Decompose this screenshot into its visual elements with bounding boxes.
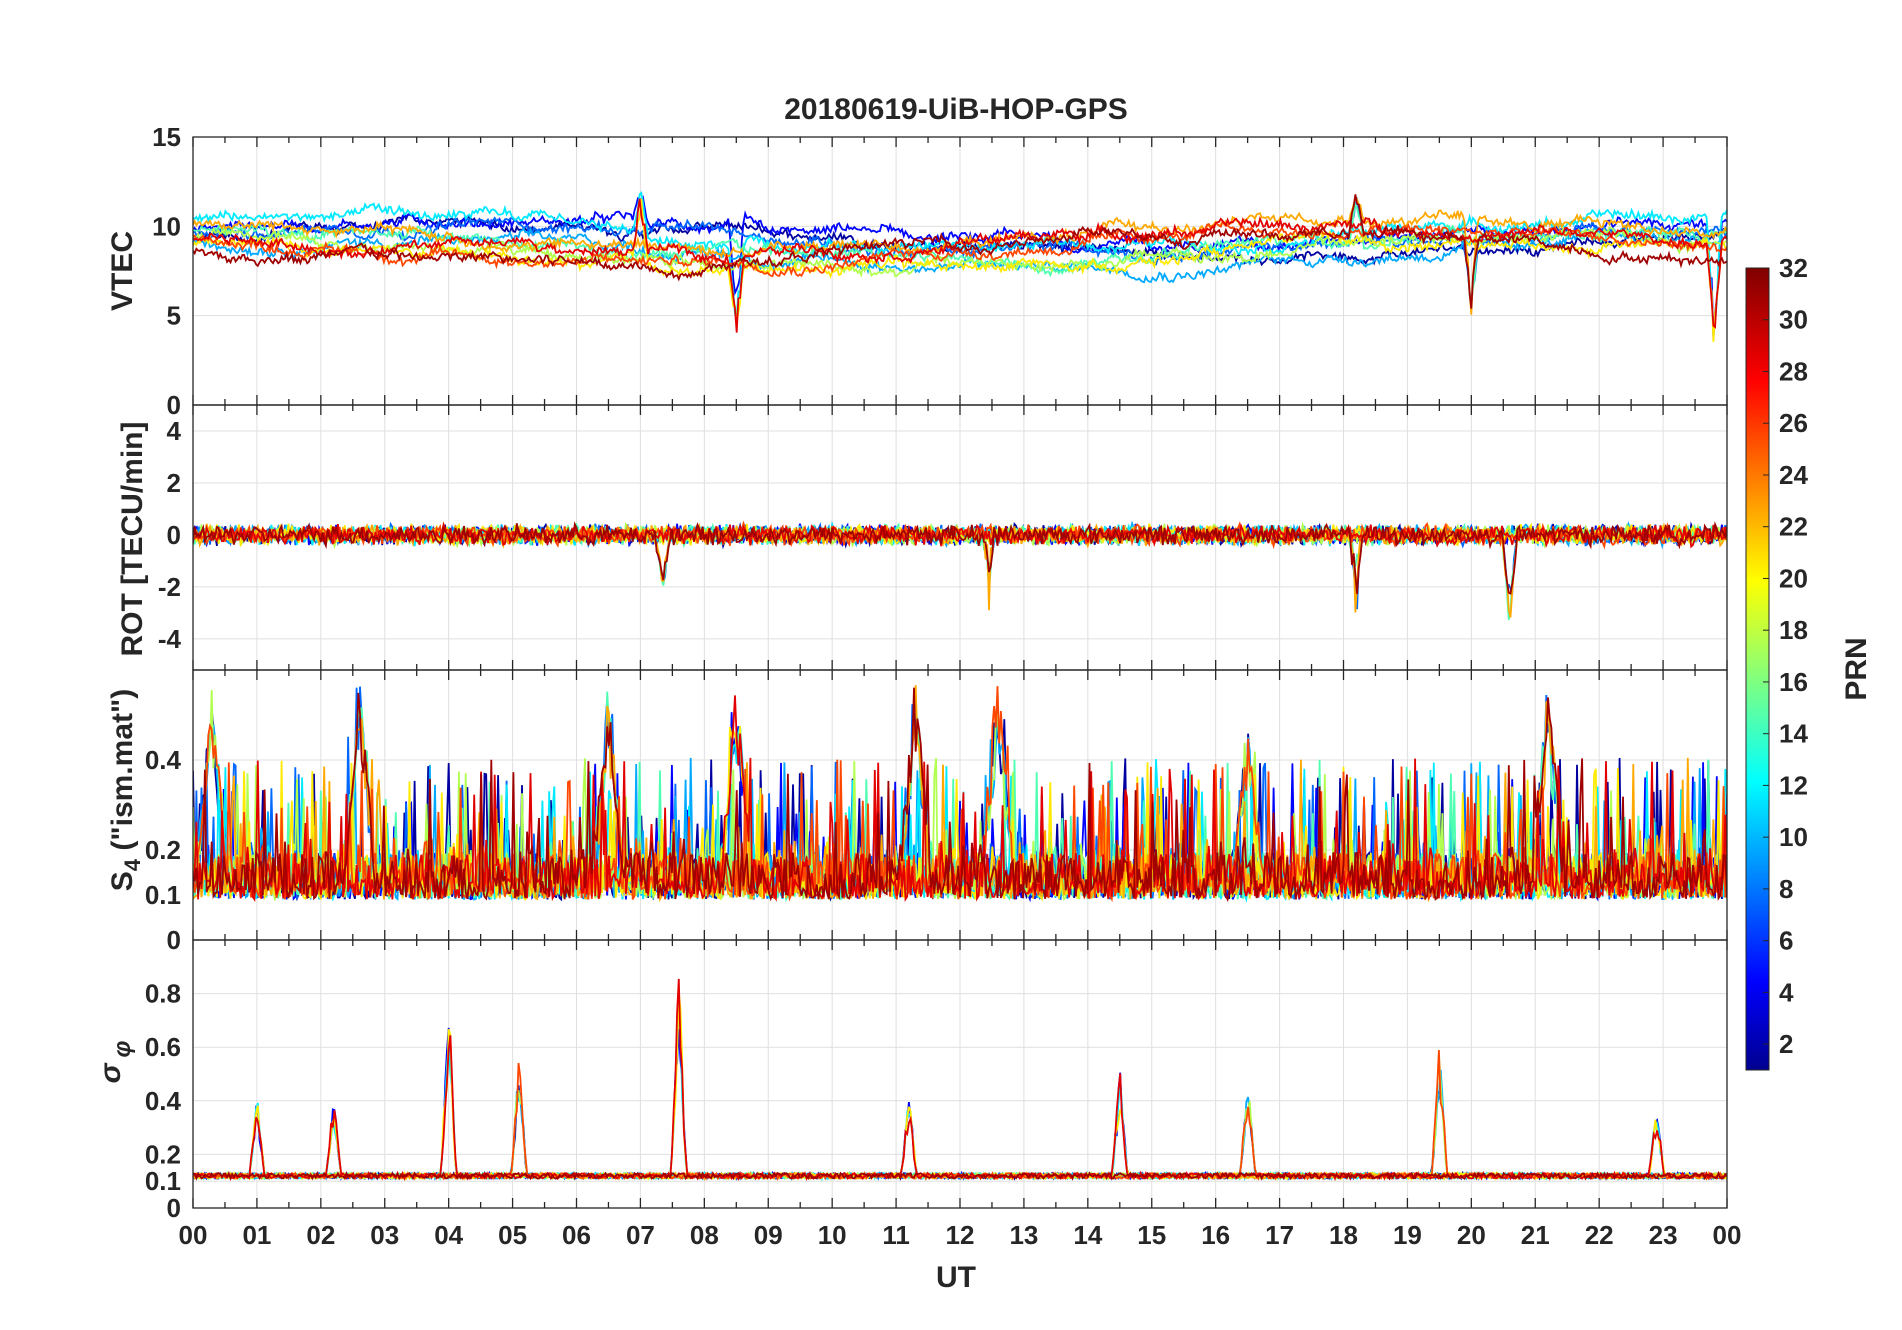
xtick-label: 23 (1649, 1220, 1678, 1250)
colorbar-tick-label: 30 (1779, 305, 1808, 335)
xtick-label: 00 (179, 1220, 208, 1250)
ytick-label: 0 (167, 925, 181, 955)
ylabel-s4-rest: ("ism.mat") (106, 689, 139, 859)
ytick-label: 0 (167, 520, 181, 550)
colorbar-tick-label: 4 (1779, 977, 1794, 1007)
xtick-label: 03 (370, 1220, 399, 1250)
xtick-label: 10 (818, 1220, 847, 1250)
series-group (193, 978, 1727, 1182)
colorbar-tick-label: 10 (1779, 822, 1808, 852)
colorbar-tick-label: 32 (1779, 253, 1808, 283)
series-prn-31 (193, 521, 1727, 595)
series-group (193, 520, 1727, 620)
ytick-label: 4 (167, 416, 182, 446)
ytick-label: 0.1 (145, 1166, 181, 1196)
xtick-label: 13 (1009, 1220, 1038, 1250)
ytick-label: 0.2 (145, 1139, 181, 1169)
svg-text:S4 ("ism.mat"): S4 ("ism.mat") (106, 689, 145, 891)
xtick-label: 09 (754, 1220, 783, 1250)
colorbar-tick-label: 6 (1779, 926, 1793, 956)
chart-title: 20180619-UiB-HOP-GPS (784, 93, 1127, 126)
colorbar-tick-label: 14 (1779, 719, 1808, 749)
colorbar-label: PRN (1840, 637, 1873, 700)
ytick-label: 5 (167, 301, 181, 331)
xtick-label: 06 (562, 1220, 591, 1250)
panel-s4: 0 0.1 0.2 0.4 (145, 669, 1728, 955)
colorbar-tick-label: 12 (1779, 770, 1808, 800)
ytick-label: 0.4 (145, 1086, 182, 1116)
series-prn-23 (193, 194, 1727, 315)
xtick-label: 17 (1265, 1220, 1294, 1250)
series-group (193, 685, 1727, 903)
ylabel-rot: ROT [TECU/min] (116, 422, 149, 657)
xtick-label: 11 (882, 1220, 910, 1250)
xtick-label: 08 (690, 1220, 719, 1250)
colorbar-tick-label: 18 (1779, 615, 1808, 645)
ylabel-sigma: σφ (94, 1040, 136, 1083)
ytick-label: 0.4 (145, 745, 182, 775)
colorbar-tick-label: 16 (1779, 667, 1808, 697)
x-axis-label: UT (936, 1261, 976, 1294)
ytick-label: -2 (158, 572, 181, 602)
series-prn-12 (193, 190, 1727, 331)
xtick-label: 07 (626, 1220, 655, 1250)
ytick-label: 0 (167, 390, 181, 420)
xtick-label: 12 (946, 1220, 975, 1250)
colorbar-tick-label: 28 (1779, 356, 1808, 386)
ytick-label: 15 (152, 122, 181, 152)
colorbar-tick-label: 8 (1779, 874, 1793, 904)
panel-vtec: 0 5 10 15 (152, 122, 1728, 420)
series-prn-29 (193, 198, 1727, 333)
ytick-label: 2 (167, 468, 181, 498)
xtick-label: 15 (1137, 1220, 1166, 1250)
xtick-label: 01 (242, 1220, 271, 1250)
colorbar-tick-label: 20 (1779, 563, 1808, 593)
colorbar-tick-label: 24 (1779, 460, 1808, 490)
ylabel-s4-main: S (106, 871, 139, 891)
xtick-label: 16 (1201, 1220, 1230, 1250)
xtick-label: 05 (498, 1220, 527, 1250)
ytick-label: 10 (152, 211, 181, 241)
xtick-label: 14 (1073, 1220, 1102, 1250)
series-prn-26 (193, 686, 1727, 903)
ylabel-s4: S4 ("ism.mat") (106, 689, 145, 891)
xtick-label: 04 (434, 1220, 463, 1250)
ytick-label: 0 (167, 1193, 181, 1223)
colorbar-tick-label: 26 (1779, 408, 1808, 438)
series-group (193, 190, 1727, 342)
xtick-label: 22 (1585, 1220, 1614, 1250)
xtick-label: 02 (306, 1220, 335, 1250)
svg-text:σφ: σφ (94, 1040, 136, 1083)
series-prn-31 (193, 687, 1727, 902)
ylabel-s4-sub: 4 (120, 858, 145, 871)
ylabel-sigma-main: σ (94, 1062, 127, 1083)
xtick-label: 00 (1713, 1220, 1742, 1250)
colorbar-gradient (1745, 267, 1770, 1071)
xtick-label: 20 (1457, 1220, 1486, 1250)
series-prn-31 (193, 194, 1727, 309)
ylabel-vtec: VTEC (106, 231, 139, 311)
ytick-label: 0.6 (145, 1032, 181, 1062)
xtick-label: 18 (1329, 1220, 1358, 1250)
xtick-label: 21 (1521, 1220, 1550, 1250)
series-prn-31 (193, 1170, 1727, 1182)
ytick-label: -4 (158, 624, 182, 654)
xtick-label: 19 (1393, 1220, 1422, 1250)
colorbar-tick-label: 22 (1779, 512, 1808, 542)
ytick-label: 0.8 (145, 979, 181, 1009)
ylabel-sigma-sub: φ (109, 1040, 136, 1057)
ytick-label: 0.2 (145, 835, 181, 865)
panel-sigma: 00.10.2 0.4 0.6 0.8 (145, 939, 1728, 1223)
x-axis: 00 01 02 03 04 05 06 07 08 09 10 11 12 13 14 15 16 17 18 19… (179, 1220, 1742, 1250)
colorbar-tick-label: 2 (1779, 1029, 1793, 1059)
panel-rot: -4 -2 0 2 4 (158, 404, 1728, 671)
ytick-label: 0.1 (145, 880, 181, 910)
